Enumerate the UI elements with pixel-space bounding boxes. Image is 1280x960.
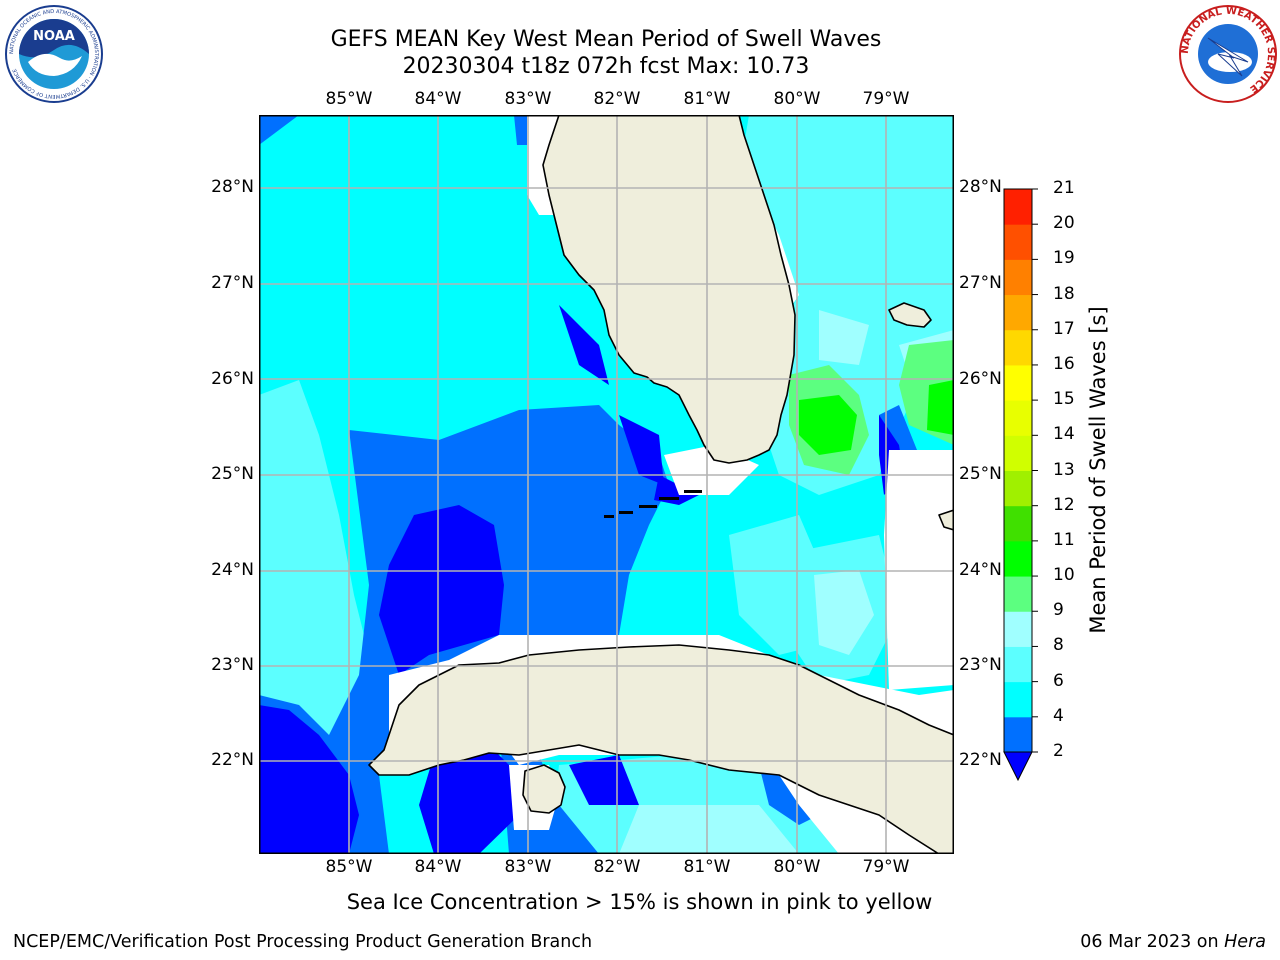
lon-label-bottom: 83°W — [504, 857, 552, 877]
colorbar-band — [1004, 189, 1032, 225]
map-title: GEFS MEAN Key West Mean Period of Swell … — [330, 27, 882, 52]
colorbar-tick-label: 9 — [1053, 600, 1064, 621]
lat-label-left: 22°N — [211, 750, 254, 770]
footer-branch: NCEP/EMC/Verification Post Processing Pr… — [13, 932, 593, 952]
lon-label-bottom: 85°W — [325, 857, 373, 877]
colorbar-band — [1004, 329, 1032, 366]
footer-date: 06 Mar 2023 on Hera — [1080, 932, 1266, 952]
colorbar-tick-label: 14 — [1053, 424, 1075, 445]
colorbar-tick-label: 2 — [1053, 741, 1064, 761]
colorbar-tick-label: 6 — [1053, 670, 1064, 691]
colorbar-band — [1004, 470, 1032, 507]
colorbar-tick-label: 13 — [1053, 459, 1075, 480]
lat-label-left: 23°N — [211, 655, 254, 675]
swell-period-map — [259, 115, 954, 854]
colorbar-tick-label: 10 — [1053, 565, 1075, 586]
colorbar-tick-label: 15 — [1053, 389, 1075, 410]
lat-label-right: 27°N — [959, 273, 1002, 293]
lat-label-right: 25°N — [959, 464, 1002, 484]
lat-label-left: 25°N — [211, 464, 254, 484]
colorbar-tick-label: 16 — [1053, 353, 1075, 374]
lat-label-right: 26°N — [959, 369, 1002, 389]
footer-date-text: 06 Mar 2023 on — [1080, 932, 1225, 952]
lon-label-top: 82°W — [593, 89, 641, 109]
colorbar-tick-label: 21 — [1053, 178, 1075, 198]
nws-logo: NATIONAL WEATHER SERVICE — [1179, 5, 1277, 103]
colorbar-band — [1004, 611, 1032, 647]
sea-ice-note: Sea Ice Concentration > 15% is shown in … — [346, 890, 933, 914]
land — [368, 115, 954, 854]
isla-de-la-juventud — [522, 764, 566, 814]
noaa-logo: NATIONAL OCEANIC AND ATMOSPHERIC ADMINIS… — [5, 5, 103, 103]
lon-label-top: 85°W — [325, 89, 373, 109]
colorbar — [1003, 188, 1038, 782]
lat-label-right: 23°N — [959, 655, 1002, 675]
colorbar-band — [1004, 646, 1032, 683]
colorbar-band — [1004, 540, 1032, 577]
colorbar-tick-label: 17 — [1053, 318, 1075, 339]
lon-label-bottom: 79°W — [862, 857, 910, 877]
lon-label-top: 84°W — [414, 89, 462, 109]
colorbar-tick-label: 20 — [1053, 213, 1075, 234]
colorbar-band — [1004, 259, 1032, 296]
lon-label-top: 80°W — [773, 89, 821, 109]
swell-period-band-9-10 — [619, 310, 954, 854]
swell-period-band-11-12 — [799, 380, 954, 455]
colorbar-band — [1004, 224, 1032, 260]
colorbar-label: Mean Period of Swell Waves [s] — [1086, 306, 1110, 634]
lon-label-top: 83°W — [504, 89, 552, 109]
lat-label-left: 24°N — [211, 560, 254, 580]
lon-label-bottom: 80°W — [773, 857, 821, 877]
footer-host: Hera — [1224, 932, 1266, 952]
colorbar-tick-label: 18 — [1053, 283, 1075, 304]
colorbar-under-extension — [1003, 751, 1033, 782]
colorbar-band — [1004, 576, 1032, 612]
florida-keys — [604, 490, 702, 518]
lon-label-bottom: 81°W — [683, 857, 731, 877]
colorbar-band — [1004, 505, 1032, 542]
colorbar-tick-label: 11 — [1053, 529, 1075, 550]
colorbar-band — [1004, 435, 1032, 471]
colorbar-tick-label: 12 — [1053, 494, 1075, 515]
map-subtitle: 20230304 t18z 072h fcst Max: 10.73 — [402, 54, 810, 79]
lat-label-right: 22°N — [959, 750, 1002, 770]
lat-label-left: 28°N — [211, 177, 254, 197]
lat-label-right: 28°N — [959, 177, 1002, 197]
map-gridlines — [259, 115, 954, 854]
lat-label-left: 27°N — [211, 273, 254, 293]
noaa-logo-text: NOAA — [33, 29, 75, 44]
map-frame — [259, 115, 954, 854]
colorbar-band — [1004, 400, 1032, 436]
florida-peninsula — [542, 115, 796, 464]
lat-label-left: 26°N — [211, 369, 254, 389]
lat-label-right: 24°N — [959, 560, 1002, 580]
colorbar-tick-label: 8 — [1053, 635, 1064, 656]
colorbar-band — [1004, 364, 1032, 401]
colorbar-tick-label: 4 — [1053, 705, 1064, 726]
colorbar-band — [1004, 716, 1032, 753]
lon-label-top: 79°W — [862, 89, 910, 109]
cuba-main — [368, 644, 954, 854]
lon-label-top: 81°W — [683, 89, 731, 109]
colorbar-band — [1004, 294, 1032, 331]
colorbar-tick-label: 19 — [1053, 248, 1075, 269]
lon-label-bottom: 84°W — [414, 857, 462, 877]
colorbar-band — [1004, 681, 1032, 718]
bahamas-grand — [938, 509, 954, 531]
lon-label-bottom: 82°W — [593, 857, 641, 877]
bahamas-andros — [888, 302, 932, 328]
